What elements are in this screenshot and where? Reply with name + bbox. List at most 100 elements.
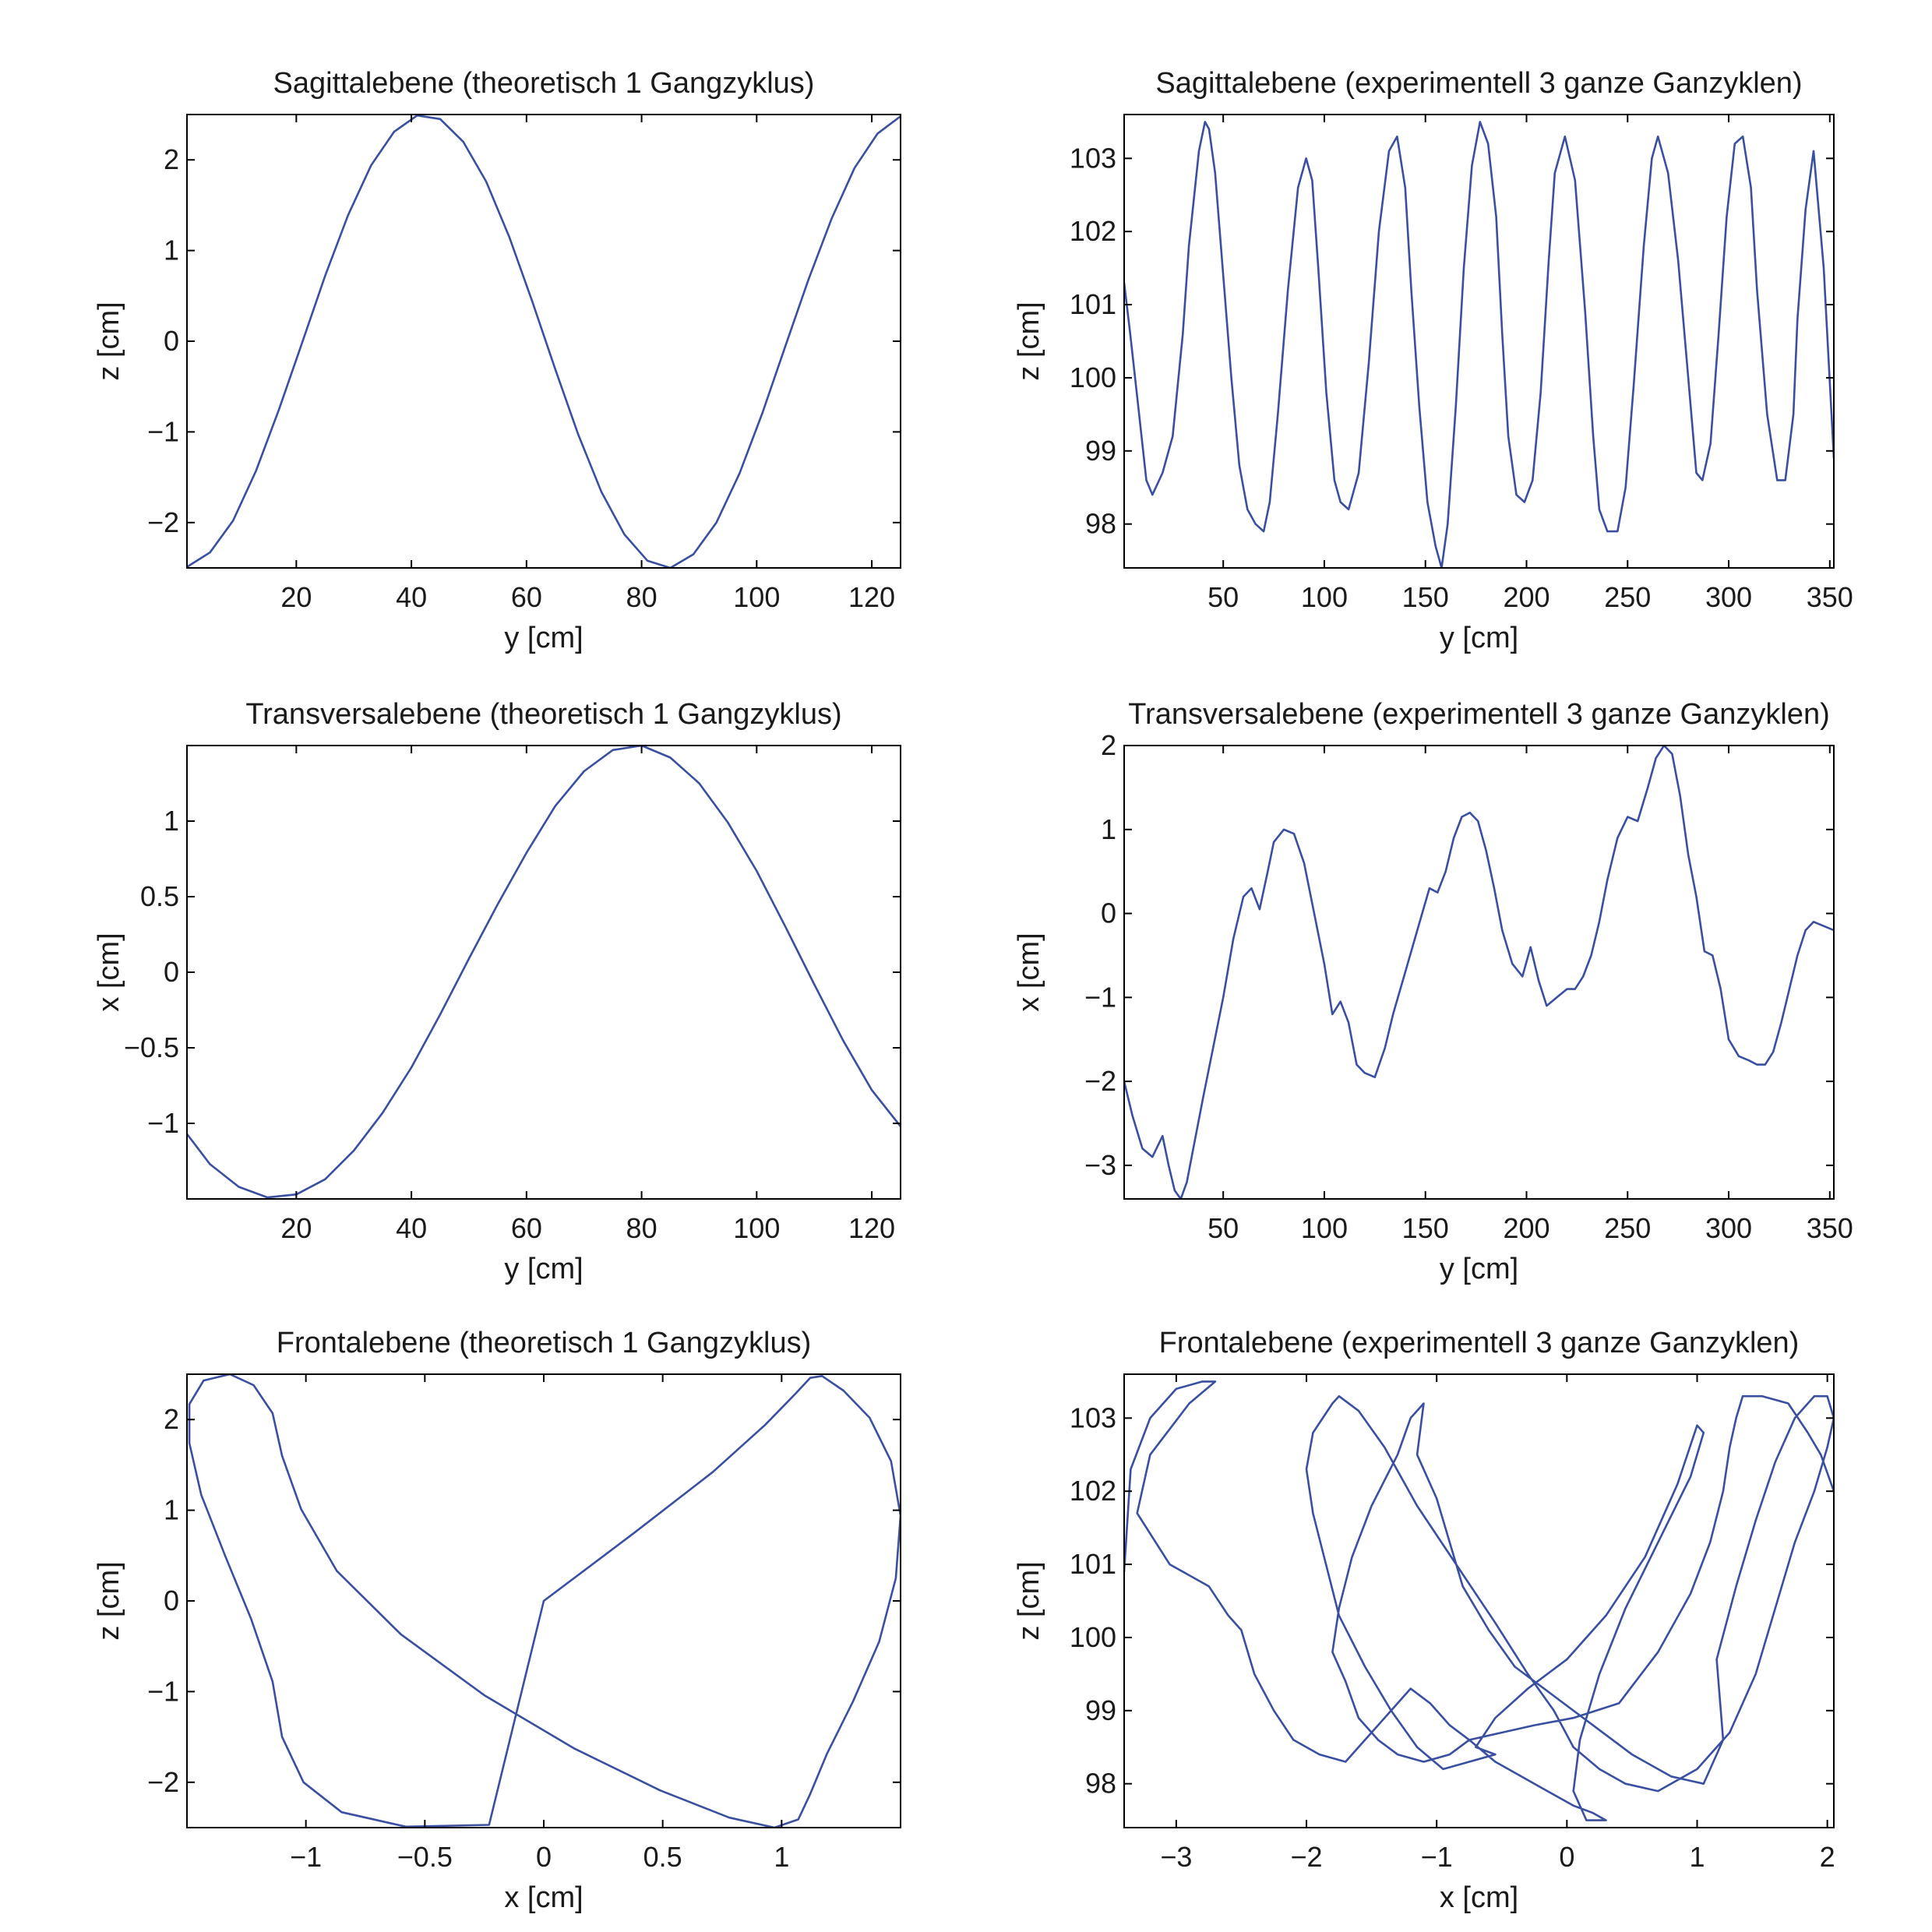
y-tick-label: 98: [1085, 508, 1116, 540]
x-tick-label: −1: [1421, 1841, 1453, 1873]
series-line: [1124, 121, 1834, 568]
x-tick-label: 2: [1820, 1841, 1835, 1873]
x-tick-label: 40: [396, 1212, 427, 1244]
y-tick-label: 101: [1070, 1548, 1116, 1580]
chart-title: Sagittalebene (experimentell 3 ganze Gan…: [1155, 67, 1802, 100]
y-axis-label: z [cm]: [93, 1561, 125, 1640]
x-tick-label: 350: [1807, 581, 1853, 613]
x-tick-label: −0.5: [397, 1841, 453, 1873]
chart-title: Sagittalebene (theoretisch 1 Gangzyklus): [273, 67, 815, 100]
x-tick-label: 100: [1301, 1212, 1348, 1244]
y-tick-label: 2: [164, 143, 179, 175]
chart-4: Transversalebene (experimentell 3 ganze …: [1013, 698, 1853, 1285]
series-line: [1124, 746, 1834, 1199]
x-tick-label: 150: [1402, 581, 1449, 613]
x-axis-label: y [cm]: [1440, 1253, 1518, 1285]
x-axis-label: x [cm]: [1440, 1881, 1518, 1914]
x-tick-label: 80: [626, 1212, 658, 1244]
y-tick-label: 2: [1101, 729, 1116, 761]
chart-1: Sagittalebene (theoretisch 1 Gangzyklus)…: [93, 67, 901, 654]
x-tick-label: 350: [1807, 1212, 1853, 1244]
plot-frame: [1123, 114, 1835, 569]
y-tick-label: 0.5: [140, 880, 179, 912]
y-tick-label: 0: [164, 1585, 179, 1616]
x-tick-label: 50: [1208, 581, 1239, 613]
chart-title: Frontalebene (theoretisch 1 Gangzyklus): [277, 1327, 811, 1359]
x-tick-label: 60: [511, 581, 542, 613]
x-axis-label: y [cm]: [504, 1253, 583, 1285]
y-tick-label: 101: [1070, 288, 1116, 320]
plot-frame: [1123, 1373, 1835, 1828]
y-tick-label: −2: [147, 506, 179, 538]
y-tick-label: −2: [147, 1766, 179, 1798]
plot-frame: [186, 745, 901, 1200]
x-tick-label: 150: [1402, 1212, 1449, 1244]
y-axis-label: z [cm]: [93, 301, 125, 380]
x-tick-label: 20: [280, 1212, 312, 1244]
chart-6: Frontalebene (experimentell 3 ganze Ganz…: [1013, 1327, 1835, 1914]
x-tick-label: 200: [1503, 581, 1549, 613]
chart-5: Frontalebene (theoretisch 1 Gangzyklus) −…: [93, 1327, 901, 1914]
x-tick-label: 120: [848, 1212, 895, 1244]
x-tick-label: −1: [290, 1841, 322, 1873]
y-tick-label: −3: [1084, 1149, 1116, 1181]
plot-frame: [1123, 745, 1835, 1200]
y-tick-label: 100: [1070, 1621, 1116, 1653]
series-line: [187, 746, 901, 1199]
y-tick-label: 2: [164, 1403, 179, 1435]
y-axis-label: z [cm]: [1013, 301, 1045, 380]
y-axis-label: x [cm]: [93, 933, 125, 1011]
x-tick-label: 100: [733, 1212, 780, 1244]
y-tick-label: 0: [164, 956, 179, 988]
y-tick-label: 0: [164, 325, 179, 357]
chart-title: Transversalebene (experimentell 3 ganze …: [1128, 698, 1830, 731]
x-tick-label: 0: [536, 1841, 552, 1873]
y-tick-label: 99: [1085, 435, 1116, 467]
y-tick-label: −1: [147, 1675, 179, 1707]
x-tick-label: 300: [1705, 1212, 1752, 1244]
y-tick-label: −1: [147, 415, 179, 447]
y-tick-label: 100: [1070, 361, 1116, 393]
x-tick-label: 0.5: [643, 1841, 682, 1873]
x-tick-label: 300: [1705, 581, 1752, 613]
series-line: [188, 1374, 901, 1828]
x-axis-label: y [cm]: [1440, 622, 1518, 654]
chart-2: Sagittalebene (experimentell 3 ganze Gan…: [1013, 67, 1853, 654]
x-tick-label: 1: [774, 1841, 789, 1873]
x-tick-label: 120: [848, 581, 895, 613]
x-tick-label: 80: [626, 581, 658, 613]
x-axis-label: x [cm]: [504, 1881, 583, 1914]
y-tick-label: 102: [1070, 215, 1116, 247]
x-tick-label: −3: [1160, 1841, 1192, 1873]
x-tick-label: 200: [1503, 1212, 1549, 1244]
x-tick-label: 100: [733, 581, 780, 613]
x-tick-label: 40: [396, 581, 427, 613]
x-tick-label: 20: [280, 581, 312, 613]
x-tick-label: 250: [1604, 1212, 1651, 1244]
y-tick-label: 103: [1070, 1401, 1116, 1433]
chart-title: Transversalebene (theoretisch 1 Gangzykl…: [245, 698, 841, 731]
y-tick-label: 1: [1101, 813, 1116, 845]
x-tick-label: 250: [1604, 581, 1651, 613]
y-tick-label: 99: [1085, 1694, 1116, 1726]
y-tick-label: 0: [1101, 897, 1116, 929]
y-tick-label: 1: [164, 1494, 179, 1526]
series-line: [1124, 1380, 1834, 1821]
y-tick-label: −1: [147, 1107, 179, 1139]
x-tick-label: 60: [511, 1212, 542, 1244]
x-axis-label: y [cm]: [504, 622, 583, 654]
y-tick-label: 1: [164, 234, 179, 266]
y-tick-label: 1: [164, 805, 179, 837]
chart-3: Transversalebene (theoretisch 1 Gangzykl…: [93, 698, 901, 1285]
chart-title: Frontalebene (experimentell 3 ganze Ganz…: [1159, 1327, 1800, 1359]
x-tick-label: 0: [1559, 1841, 1574, 1873]
series-line: [187, 115, 901, 568]
y-tick-label: −2: [1084, 1065, 1116, 1097]
x-tick-label: 50: [1208, 1212, 1239, 1244]
x-tick-label: 1: [1689, 1841, 1705, 1873]
plot-frame: [186, 114, 901, 569]
y-axis-label: x [cm]: [1013, 933, 1045, 1011]
y-tick-label: 102: [1070, 1475, 1116, 1507]
y-tick-label: −0.5: [124, 1031, 179, 1063]
